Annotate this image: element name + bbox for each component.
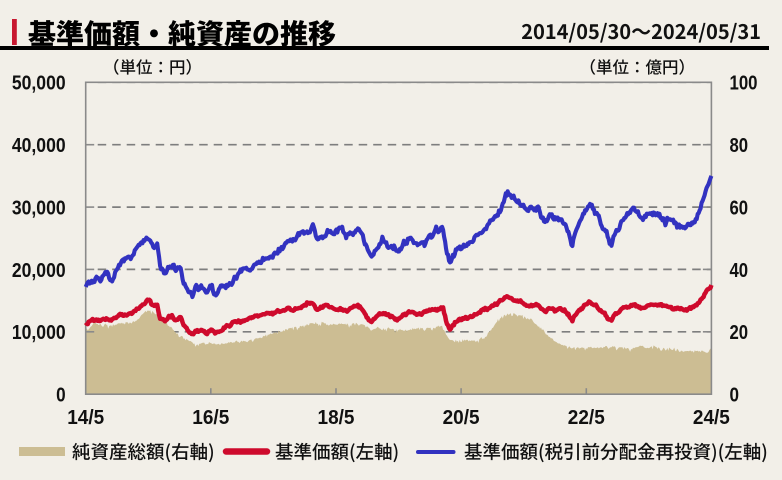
svg-text:20: 20 xyxy=(730,322,749,344)
svg-text:30,000: 30,000 xyxy=(12,198,66,220)
svg-text:22/5: 22/5 xyxy=(568,407,605,429)
svg-text:20/5: 20/5 xyxy=(443,407,480,429)
svg-text:60: 60 xyxy=(730,198,749,220)
svg-text:10,000: 10,000 xyxy=(12,322,66,344)
svg-text:18/5: 18/5 xyxy=(318,407,355,429)
svg-text:40: 40 xyxy=(730,260,749,282)
svg-text:50,000: 50,000 xyxy=(12,73,66,95)
svg-text:20,000: 20,000 xyxy=(12,260,66,282)
svg-text:24/5: 24/5 xyxy=(693,407,730,429)
svg-text:40,000: 40,000 xyxy=(12,135,66,157)
svg-text:14/5: 14/5 xyxy=(67,407,104,429)
svg-text:0: 0 xyxy=(56,385,66,407)
svg-text:100: 100 xyxy=(730,73,758,95)
svg-text:16/5: 16/5 xyxy=(192,407,229,429)
svg-text:0: 0 xyxy=(730,385,740,407)
svg-text:80: 80 xyxy=(730,135,749,157)
